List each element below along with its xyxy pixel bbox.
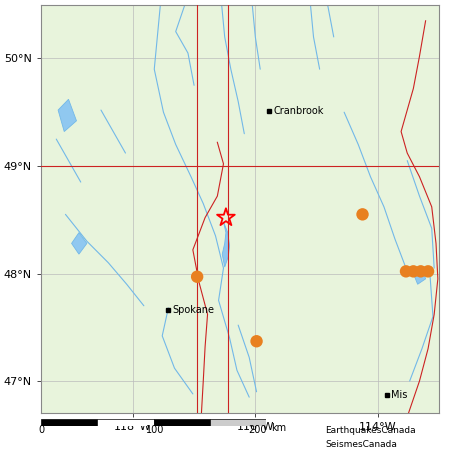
Text: Mis: Mis — [391, 390, 408, 400]
Point — [417, 268, 425, 275]
Point — [425, 268, 432, 275]
Polygon shape — [71, 233, 87, 254]
Point — [410, 268, 417, 275]
Bar — [41, 419, 97, 426]
Polygon shape — [222, 222, 230, 267]
Point — [222, 214, 230, 221]
Bar — [97, 419, 154, 426]
Bar — [210, 419, 266, 426]
Point — [253, 338, 260, 345]
Text: 100: 100 — [146, 425, 164, 435]
Text: Cranbrook: Cranbrook — [273, 106, 324, 116]
Polygon shape — [413, 267, 425, 284]
Point — [402, 268, 410, 275]
Text: 200: 200 — [248, 425, 266, 435]
Text: Spokane: Spokane — [172, 305, 214, 315]
Text: km: km — [271, 423, 286, 433]
Text: EarthquakesCanada: EarthquakesCanada — [325, 426, 416, 435]
Polygon shape — [58, 99, 76, 132]
Bar — [154, 419, 210, 426]
Point — [193, 273, 201, 281]
Text: 0: 0 — [38, 425, 44, 435]
Text: SeismesCanada: SeismesCanada — [325, 440, 397, 449]
Point — [359, 211, 366, 218]
